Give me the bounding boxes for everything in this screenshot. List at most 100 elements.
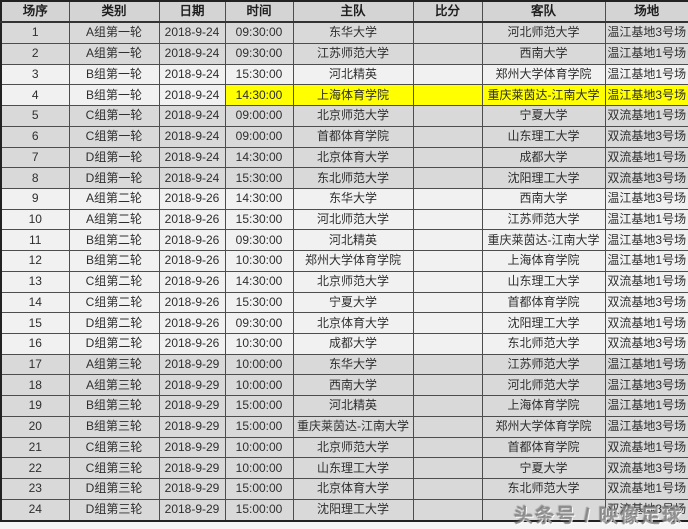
cell-date: 2018-9-29 xyxy=(158,395,226,417)
cell-category: A组第一轮 xyxy=(68,42,160,65)
cell-home-team: 北京师范大学 xyxy=(292,436,414,459)
cell-time: 15:30:00 xyxy=(224,63,294,86)
table-row-20: 20 B组第三轮 2018-9-29 15:00:00 重庆莱茵达-江南大学 郑州大学体育… xyxy=(0,415,688,438)
cell-away-team: 首都体育学院 xyxy=(481,436,606,459)
cell-venue: 双流基地3号场 xyxy=(604,167,688,189)
cell-away-team: 宁夏大学 xyxy=(481,105,606,127)
cell-time: 10:00:00 xyxy=(224,457,294,480)
cell-date: 2018-9-24 xyxy=(158,63,226,86)
cell-away-team: 西南大学 xyxy=(481,42,606,65)
cell-category: C组第三轮 xyxy=(68,436,160,459)
cell-category: A组第一轮 xyxy=(68,21,160,44)
table-row-1: 1 A组第一轮 2018-9-24 09:30:00 东华大学 河北师范大学 温江基地3号场 xyxy=(0,21,688,44)
cell-time: 09:30:00 xyxy=(224,21,294,44)
cell-away-team: 上海体育学院 xyxy=(481,395,606,417)
cell-category: D组第三轮 xyxy=(68,478,160,500)
cell-match-no: 8 xyxy=(0,167,70,189)
cell-score xyxy=(412,84,483,107)
cell-date: 2018-9-24 xyxy=(158,146,226,169)
cell-time: 15:30:00 xyxy=(224,167,294,189)
table-row-19: 19 B组第三轮 2018-9-29 15:00:00 河北精英 上海体育学院 温江基地1号… xyxy=(0,395,688,417)
column-header-score: 比分 xyxy=(412,0,483,23)
cell-match-no: 4 xyxy=(0,84,70,107)
cell-date: 2018-9-24 xyxy=(158,105,226,127)
cell-score xyxy=(412,436,483,459)
cell-away-team: 宁夏大学 xyxy=(481,457,606,480)
cell-away-team: 成都大学 xyxy=(481,146,606,169)
cell-away-team: 江苏师范大学 xyxy=(481,208,606,231)
cell-match-no: 2 xyxy=(0,42,70,65)
cell-venue: 温江基地1号场 xyxy=(604,250,688,272)
cell-away-team: 东北师范大学 xyxy=(481,333,606,355)
cell-time: 09:30:00 xyxy=(224,229,294,252)
cell-score xyxy=(412,250,483,272)
cell-category: C组第二轮 xyxy=(68,291,160,314)
cell-home-team: 北京体育大学 xyxy=(292,146,414,169)
cell-away-team xyxy=(481,498,606,522)
cell-home-team: 重庆莱茵达-江南大学 xyxy=(292,415,414,438)
table-row-6: 6 C组第一轮 2018-9-24 09:00:00 首都体育学院 山东理工大学 双流基地3… xyxy=(0,125,688,148)
cell-date: 2018-9-26 xyxy=(158,333,226,355)
cell-home-team: 东华大学 xyxy=(292,21,414,44)
cell-time: 14:30:00 xyxy=(224,84,294,107)
cell-home-team: 北京师范大学 xyxy=(292,105,414,127)
cell-score xyxy=(412,105,483,127)
cell-home-team: 北京体育大学 xyxy=(292,478,414,500)
cell-category: D组第二轮 xyxy=(68,333,160,355)
cell-match-no: 9 xyxy=(0,187,70,210)
column-header-venue: 场地 xyxy=(604,0,688,23)
cell-time: 10:00:00 xyxy=(224,436,294,459)
cell-venue: 双流基地3号场 xyxy=(604,498,688,522)
cell-match-no: 20 xyxy=(0,415,70,438)
cell-score xyxy=(412,167,483,189)
cell-away-team: 山东理工大学 xyxy=(481,270,606,293)
cell-away-team: 江苏师范大学 xyxy=(481,353,606,376)
cell-date: 2018-9-24 xyxy=(158,167,226,189)
cell-match-no: 19 xyxy=(0,395,70,417)
cell-venue: 双流基地3号场 xyxy=(604,291,688,314)
table-row-18: 18 A组第三轮 2018-9-29 10:00:00 西南大学 河北师范大学 温江基地3号… xyxy=(0,374,688,397)
cell-match-no: 21 xyxy=(0,436,70,459)
cell-category: C组第一轮 xyxy=(68,125,160,148)
cell-match-no: 18 xyxy=(0,374,70,397)
cell-venue: 温江基地3号场 xyxy=(604,374,688,397)
cell-away-team: 上海体育学院 xyxy=(481,250,606,272)
cell-venue: 温江基地3号场 xyxy=(604,187,688,210)
table-row-4: 4 B组第一轮 2018-9-24 14:30:00 上海体育学院 重庆莱茵达-江南大学温… xyxy=(0,84,688,107)
cell-venue: 温江基地3号场 xyxy=(604,229,688,252)
table-row-2: 2 A组第一轮 2018-9-24 09:30:00 江苏师范大学 西南大学 温江基地1号场 xyxy=(0,42,688,65)
table-row-9: 9 A组第二轮 2018-9-26 14:30:00 东华大学 西南大学 温江基地3号场 xyxy=(0,187,688,210)
cell-venue: 温江基地3号场 xyxy=(604,415,688,438)
cell-date: 2018-9-29 xyxy=(158,374,226,397)
cell-venue: 双流基地1号场 xyxy=(604,312,688,335)
cell-venue: 双流基地1号场 xyxy=(604,146,688,169)
cell-score xyxy=(412,21,483,44)
cell-category: D组第一轮 xyxy=(68,146,160,169)
cell-score xyxy=(412,457,483,480)
cell-category: A组第二轮 xyxy=(68,208,160,231)
cell-home-team: 北京师范大学 xyxy=(292,270,414,293)
cell-date: 2018-9-26 xyxy=(158,312,226,335)
cell-category: A组第二轮 xyxy=(68,187,160,210)
cell-date: 2018-9-29 xyxy=(158,478,226,500)
cell-venue: 温江基地1号场 xyxy=(604,353,688,376)
table-row-17: 17 A组第三轮 2018-9-29 10:00:00 东华大学 江苏师范大学 温江基地1号… xyxy=(0,353,688,376)
cell-match-no: 24 xyxy=(0,498,70,522)
cell-time: 15:30:00 xyxy=(224,208,294,231)
column-header-home-team: 主队 xyxy=(292,0,414,23)
cell-date: 2018-9-26 xyxy=(158,270,226,293)
cell-category: B组第一轮 xyxy=(68,63,160,86)
table-row-3: 3 B组第一轮 2018-9-24 15:30:00 河北精英 郑州大学体育学院 温江基地1… xyxy=(0,63,688,86)
cell-home-team: 河北精英 xyxy=(292,63,414,86)
cell-home-team: 郑州大学体育学院 xyxy=(292,250,414,272)
cell-venue: 双流基地3号场 xyxy=(604,125,688,148)
cell-score xyxy=(412,478,483,500)
cell-match-no: 22 xyxy=(0,457,70,480)
cell-match-no: 23 xyxy=(0,478,70,500)
cell-category: B组第三轮 xyxy=(68,395,160,417)
cell-match-no: 11 xyxy=(0,229,70,252)
cell-venue: 温江基地1号场 xyxy=(604,208,688,231)
cell-home-team: 北京体育大学 xyxy=(292,312,414,335)
cell-home-team: 宁夏大学 xyxy=(292,291,414,314)
